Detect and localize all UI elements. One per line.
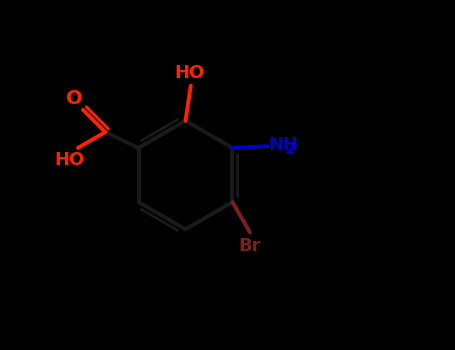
Text: HO: HO [174, 64, 204, 82]
Text: 2: 2 [285, 142, 296, 157]
Text: O: O [66, 89, 82, 108]
Text: NH: NH [268, 136, 298, 154]
Text: Br: Br [239, 237, 261, 255]
Text: HO: HO [54, 150, 84, 169]
